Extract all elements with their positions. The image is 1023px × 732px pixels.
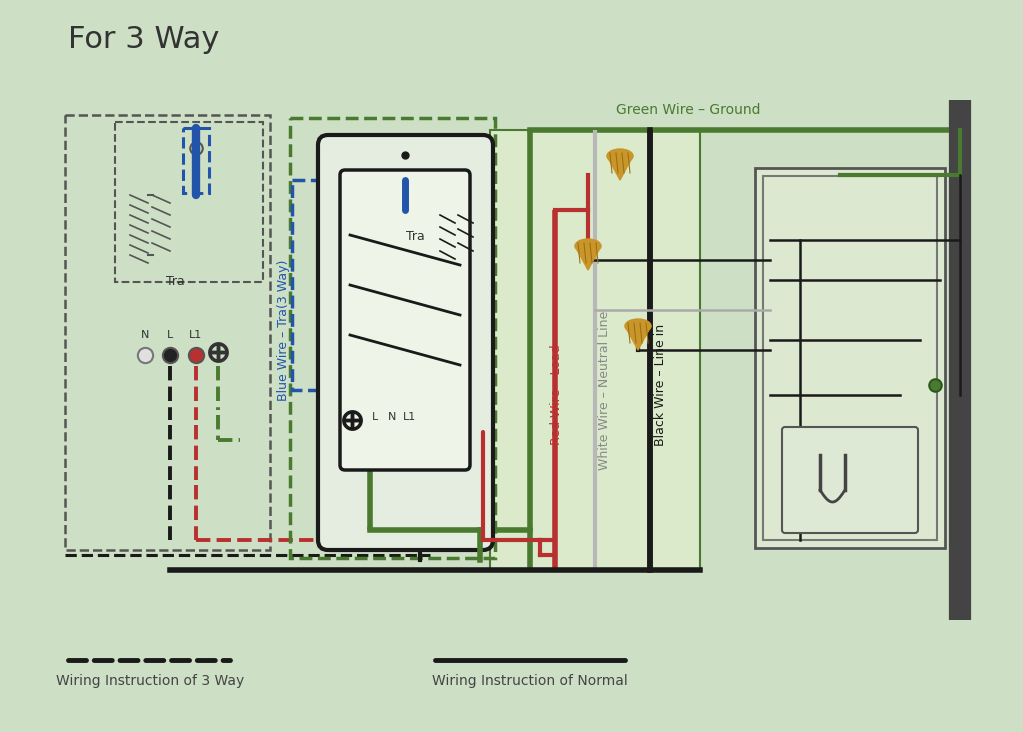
Text: L1: L1	[403, 412, 416, 422]
Bar	[65, 115, 270, 550]
Bar	[183, 128, 209, 193]
Text: N: N	[141, 330, 149, 340]
Text: L1: L1	[189, 330, 203, 340]
Text: Tra: Tra	[166, 275, 184, 288]
Text: Green Wire – Ground: Green Wire – Ground	[616, 103, 760, 117]
FancyBboxPatch shape	[318, 135, 493, 550]
Polygon shape	[625, 326, 651, 350]
Text: Wiring Instruction of 3 Way: Wiring Instruction of 3 Way	[56, 674, 244, 688]
Text: For 3 Way: For 3 Way	[68, 25, 219, 54]
Ellipse shape	[625, 319, 651, 333]
Text: Black Wire – Line in: Black Wire – Line in	[654, 324, 667, 446]
Bar	[292, 180, 330, 390]
Bar	[290, 118, 495, 558]
Text: White Wire – Neutral Line: White Wire – Neutral Line	[598, 310, 612, 470]
FancyBboxPatch shape	[340, 170, 470, 470]
Text: Red Wire – Load: Red Wire – Load	[550, 345, 564, 445]
Text: N: N	[388, 412, 396, 422]
Text: Wiring Instruction of Normal: Wiring Instruction of Normal	[432, 674, 628, 688]
Text: Blue Wire – Tra(3 Way): Blue Wire – Tra(3 Way)	[276, 259, 290, 400]
Bar	[115, 122, 263, 282]
Bar	[490, 130, 700, 570]
Polygon shape	[575, 246, 601, 270]
Polygon shape	[607, 156, 633, 180]
Text: L: L	[372, 412, 379, 422]
Bar	[763, 176, 937, 540]
Ellipse shape	[575, 239, 601, 253]
FancyBboxPatch shape	[782, 427, 918, 533]
Ellipse shape	[607, 149, 633, 163]
Text: Tra: Tra	[406, 230, 425, 243]
Bar	[755, 168, 945, 548]
Text: L: L	[167, 330, 173, 340]
